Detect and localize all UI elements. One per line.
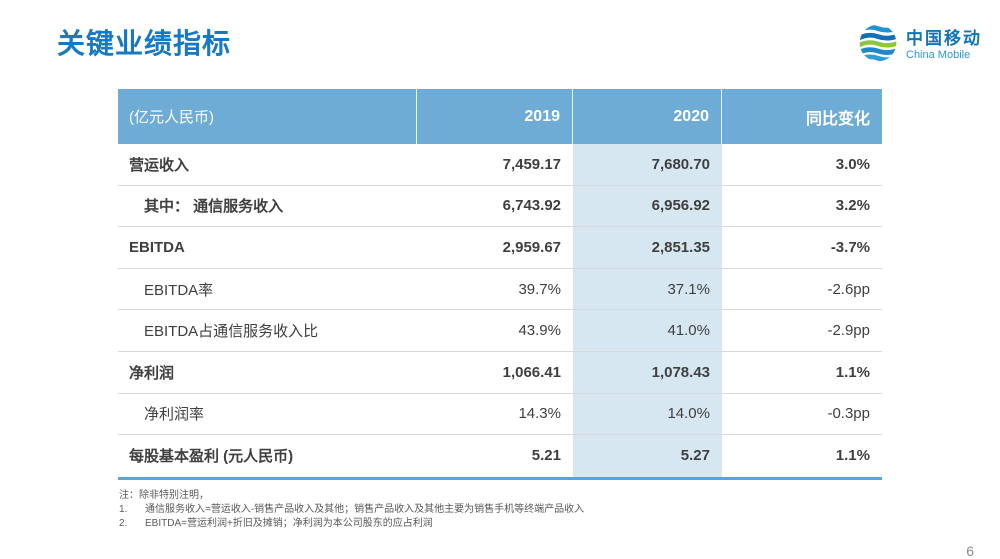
footnote-text: 通信服务收入=营运收入-销售产品收入及其他；销售产品收入及其他主要为销售手机等终… [145, 504, 585, 515]
logo-text: 中国移动 China Mobile [906, 28, 982, 62]
row-value-change: 1.1% [835, 363, 870, 381]
row-label: 其中： 通信服务收入 [144, 198, 284, 216]
row-label: EBITDA率 [144, 281, 214, 299]
table-row: 其中： 通信服务收入 6,743.92 6,956.92 3.2% [118, 185, 882, 228]
row-value-2019: 43.9% [518, 322, 561, 340]
row-value-2020: 5.27 [573, 435, 722, 477]
row-label: 营运收入 [129, 156, 190, 174]
china-mobile-swirl-icon [858, 23, 898, 68]
table-header-row: (亿元人民币) 2019 2020 同比变化 [118, 89, 882, 144]
row-value-2020: 7,680.70 [573, 144, 722, 185]
row-value-change: 3.2% [835, 197, 870, 215]
table-row: EBITDA率 39.7% 37.1% -2.6pp [118, 268, 882, 311]
row-value-2019: 1,066.41 [502, 363, 561, 381]
row-value-2020: 41.0% [573, 310, 722, 351]
row-label: EBITDA [129, 238, 185, 256]
footnote-item: 1. 通信服务收入=营运收入-销售产品收入及其他；销售产品收入及其他主要为销售手… [119, 503, 584, 517]
table-row: EBITDA占通信服务收入比 43.9% 41.0% -2.9pp [118, 310, 882, 352]
row-value-2019: 7,459.17 [502, 155, 561, 173]
footnote-number: 1. [119, 504, 128, 515]
table-row: 净利润率 14.3% 14.0% -0.3pp [118, 393, 882, 436]
row-label: 净利润率 [144, 406, 205, 424]
logo-name-zh: 中国移动 [906, 28, 982, 48]
header-col-2020: 2020 [573, 89, 722, 144]
footnote-intro: 注：除非特别注明， [119, 490, 209, 501]
footnote-number: 2. [119, 518, 128, 529]
row-value-change: 3.0% [835, 155, 870, 173]
row-value-change: -3.7% [830, 238, 870, 256]
table-row: 每股基本盈利 (元人民币) 5.21 5.27 1.1% [118, 435, 882, 477]
row-value-2019: 14.3% [518, 405, 561, 423]
row-value-2020: 6,956.92 [573, 185, 722, 227]
row-label: EBITDA占通信服务收入比 [144, 323, 319, 341]
row-value-change: -2.9pp [827, 322, 870, 340]
table-bottom-border [118, 476, 882, 480]
table-row: 净利润 1,066.41 1,078.43 1.1% [118, 351, 882, 394]
header-unit-label: (亿元人民币) [118, 89, 417, 144]
page-number: 6 [966, 543, 974, 559]
footnote-item: 2. EBITDA=营运利润+折旧及摊销；净利润为本公司股东的应占利润 [119, 517, 584, 531]
row-value-2020: 37.1% [573, 268, 722, 310]
page-title: 关键业绩指标 [57, 28, 232, 59]
logo-name-en: China Mobile [906, 49, 971, 62]
row-value-2019: 39.7% [518, 280, 561, 298]
table-body: 营运收入 7,459.17 7,680.70 3.0% 其中： 通信服务收入 6… [118, 144, 882, 477]
row-value-2020: 2,851.35 [573, 227, 722, 268]
table-row: 营运收入 7,459.17 7,680.70 3.0% [118, 144, 882, 186]
row-value-2019: 5.21 [531, 447, 561, 465]
footnote-list: 1. 通信服务收入=营运收入-销售产品收入及其他；销售产品收入及其他主要为销售手… [119, 503, 584, 531]
row-value-2020: 14.0% [573, 393, 722, 435]
header-col-change: 同比变化 [805, 110, 870, 128]
footnotes: 注：除非特别注明， 1. 通信服务收入=营运收入-销售产品收入及其他；销售产品收… [119, 489, 584, 531]
row-value-2020: 1,078.43 [573, 351, 722, 393]
footnote-text: EBITDA=营运利润+折旧及摊销；净利润为本公司股东的应占利润 [145, 518, 433, 529]
row-value-2019: 6,743.92 [502, 197, 561, 215]
china-mobile-logo: 中国移动 China Mobile [858, 23, 982, 68]
row-value-change: -2.6pp [827, 280, 870, 298]
row-value-2019: 2,959.67 [502, 238, 561, 256]
row-label: 净利润 [129, 364, 175, 382]
kpi-table: (亿元人民币) 2019 2020 同比变化 营运收入 7,459.17 7,6… [118, 89, 882, 480]
row-value-change: -0.3pp [827, 405, 870, 423]
table-row: EBITDA 2,959.67 2,851.35 -3.7% [118, 227, 882, 269]
header-col-2019: 2019 [417, 89, 573, 144]
row-label: 每股基本盈利 (元人民币) [129, 448, 294, 466]
row-value-change: 1.1% [835, 447, 870, 465]
